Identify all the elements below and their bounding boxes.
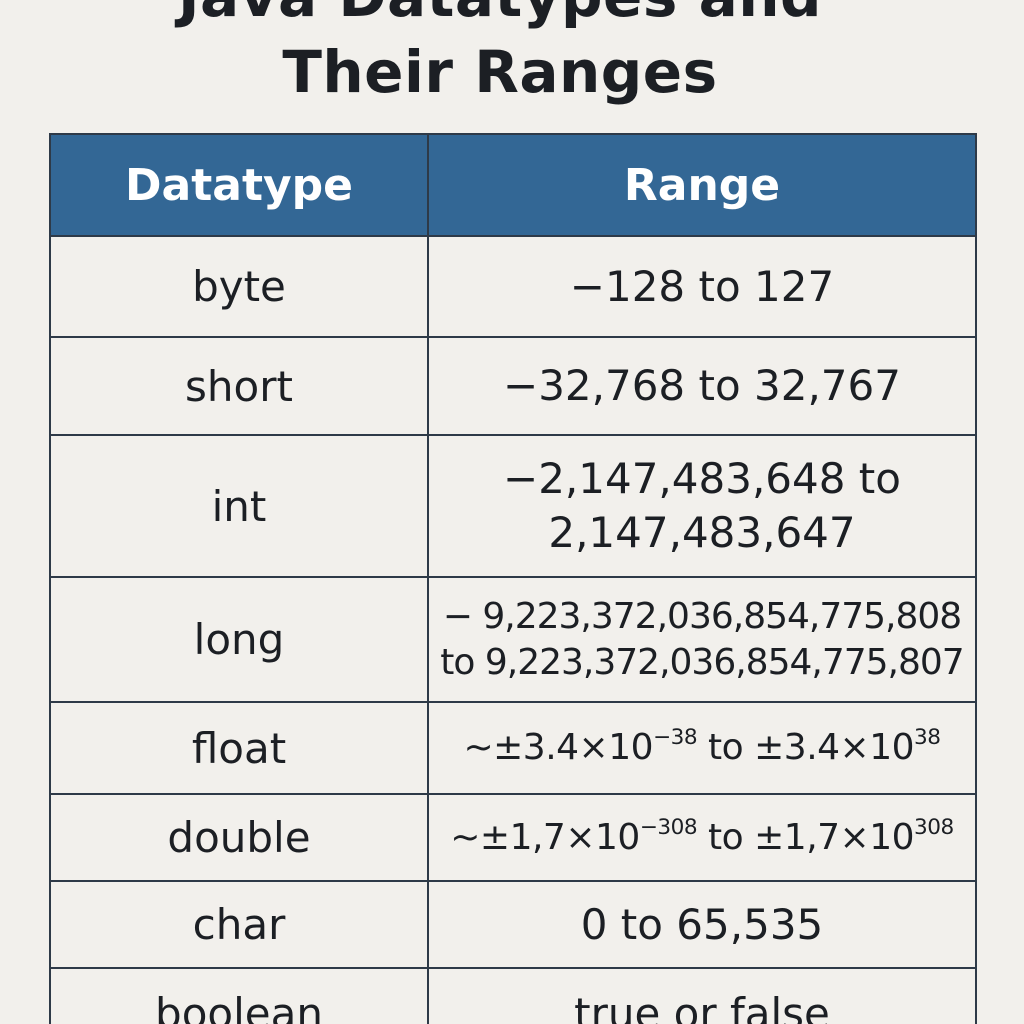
- page-title-line-2: Their Ranges: [282, 38, 718, 106]
- header-datatype: Datatype: [49, 133, 429, 237]
- datatype-cell: double: [49, 793, 429, 882]
- range-cell: −32,768 to 32,767: [427, 336, 977, 436]
- range-cell: 0 to 65,535: [427, 880, 977, 969]
- datatype-cell: int: [49, 434, 429, 578]
- range-line-1: − 9,223,372,036,854,775,808: [442, 595, 962, 637]
- datatype-label: boolean: [155, 989, 323, 1024]
- range-cell: −2,147,483,648 to 2,147,483,647: [427, 434, 977, 578]
- range-cell: true or false: [427, 967, 977, 1024]
- table-row: short −32,768 to 32,767: [49, 336, 977, 436]
- table-row: double ~±1,7×10−308 to ±1,7×10308: [49, 793, 977, 882]
- range-line-2: 2,147,483,647: [548, 508, 856, 557]
- range-exponent-high: 308: [914, 814, 954, 840]
- range-exponent-low: −38: [653, 724, 698, 750]
- range-line-2: to 9,223,372,036,854,775,807: [440, 641, 964, 683]
- range-prefix: ~±3.4×10: [463, 727, 654, 768]
- range-label: true or false: [574, 988, 830, 1024]
- page-title-line-1: Java Datatypes and: [0, 0, 1000, 26]
- table-row: long − 9,223,372,036,854,775,808 to 9,22…: [49, 576, 977, 703]
- range-cell: − 9,223,372,036,854,775,808 to 9,223,372…: [427, 576, 977, 703]
- datatype-cell: boolean: [49, 967, 429, 1024]
- datatype-cell: byte: [49, 235, 429, 338]
- range-cell: ~±3.4×10−38 to ±3.4×1038: [427, 701, 977, 795]
- range-middle: to ±3.4×10: [697, 727, 915, 768]
- datatype-cell: char: [49, 880, 429, 969]
- datatype-cell: float: [49, 701, 429, 795]
- range-middle: to ±1,7×10: [697, 816, 915, 858]
- range-line-1: −2,147,483,648 to: [503, 454, 901, 503]
- header-range: Range: [427, 133, 977, 237]
- datatype-cell: short: [49, 336, 429, 436]
- table-row: float ~±3.4×10−38 to ±3.4×1038: [49, 701, 977, 795]
- range-prefix: ~±1,7×10: [450, 816, 640, 858]
- table-row: byte −128 to 127: [49, 235, 977, 338]
- range-cell: ~±1,7×10−308 to ±1,7×10308: [427, 793, 977, 882]
- datatype-range-table: Datatype Range byte −128 to 127 short −3…: [49, 133, 977, 1024]
- table-header-row: Datatype Range: [49, 133, 977, 237]
- table-row: int −2,147,483,648 to 2,147,483,647: [49, 434, 977, 578]
- datatype-cell: long: [49, 576, 429, 703]
- table-row: char 0 to 65,535: [49, 880, 977, 969]
- range-exponent-high: 38: [914, 724, 941, 750]
- table-row: boolean true or false: [49, 967, 977, 1024]
- range-cell: −128 to 127: [427, 235, 977, 338]
- range-exponent-low: −308: [639, 814, 698, 840]
